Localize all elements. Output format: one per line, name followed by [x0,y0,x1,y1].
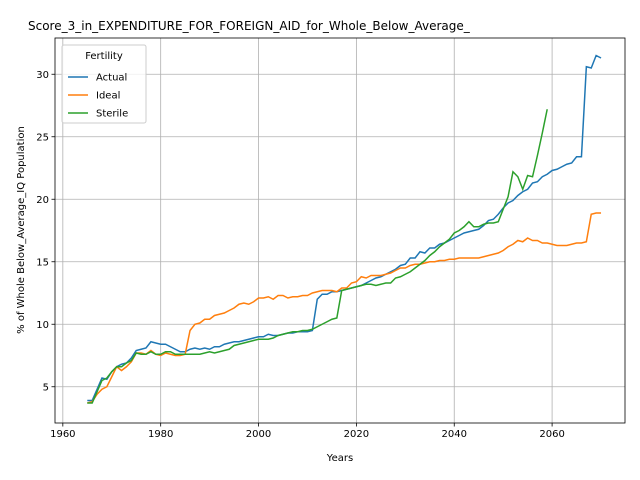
y-tick-label: 20 [36,195,49,206]
legend: Fertility Actual Ideal Sterile [61,44,147,124]
x-tick-label: 1960 [50,429,75,440]
legend-title: Fertility [85,51,123,62]
legend-label: Ideal [96,91,120,102]
x-tick-label: 2020 [344,429,369,440]
legend-label: Sterile [96,109,128,120]
legend-label: Actual [96,73,127,84]
x-tick-label: 1980 [148,429,173,440]
y-tick-label: 5 [43,382,49,393]
y-tick-label: 10 [36,320,49,331]
y-tick-label: 25 [36,132,49,143]
chart-title: Score_3_in_EXPENDITURE_FOR_FOREIGN_AID_f… [28,19,471,33]
plot-frame [54,37,626,424]
x-tick-label: 2040 [442,429,467,440]
y-tick-label: 15 [36,257,49,268]
x-axis-label: Years [326,453,353,464]
x-tick-label: 2060 [539,429,564,440]
line-series [87,109,548,404]
y-axis-label: % of Whole Below_Average_IQ Population [16,126,27,334]
y-tick-label: 30 [36,70,49,81]
x-tick-label: 2000 [246,429,271,440]
legend-box [61,44,147,124]
line-series [87,212,602,404]
